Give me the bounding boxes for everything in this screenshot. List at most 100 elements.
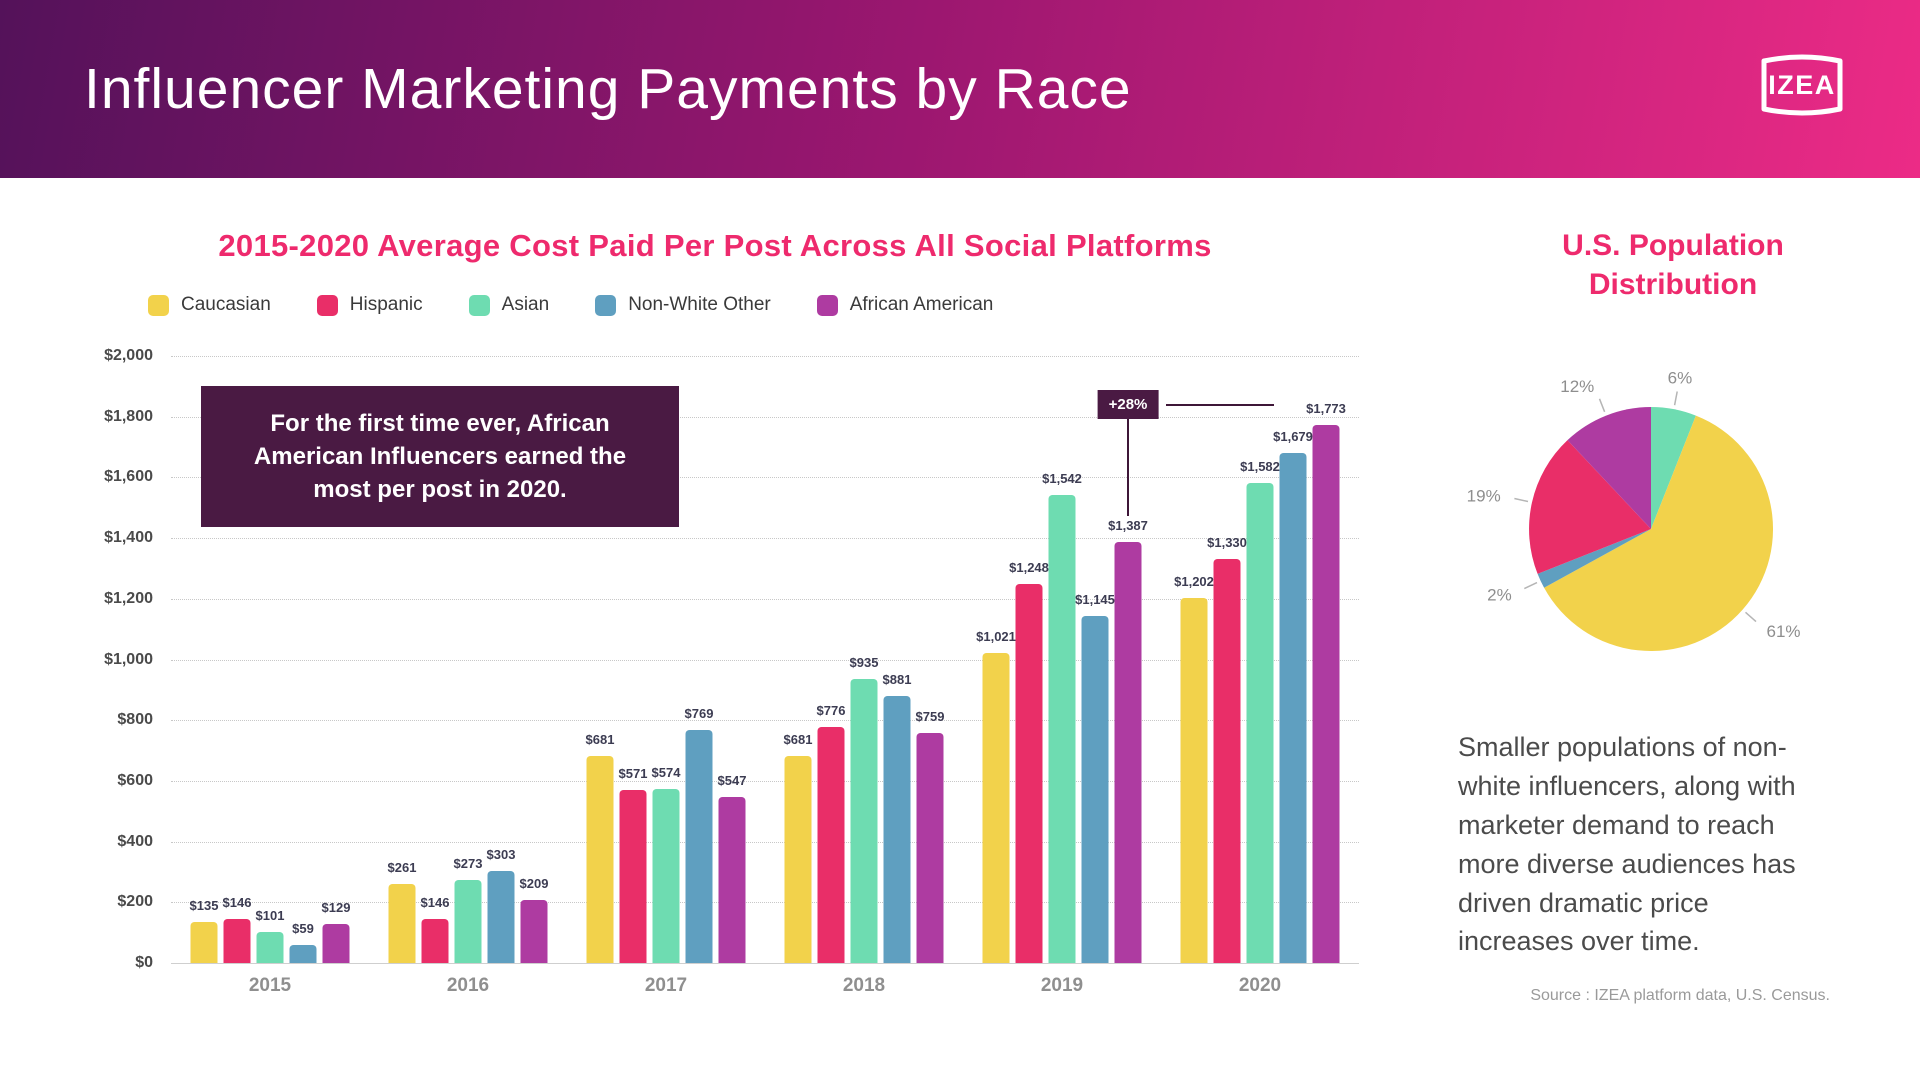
bar-hispanic-2015: $146 bbox=[223, 895, 251, 963]
pie-percentage-label: 6% bbox=[1668, 369, 1693, 388]
bar-group-2020: $1,202 $1,330 $1,582 $1,679 $1,773 bbox=[1174, 401, 1346, 963]
bar-group-2018: $681 $776 $935 $881 $759 bbox=[784, 655, 945, 963]
bar-asian-2017: $574 bbox=[652, 765, 680, 963]
gridline-2000 bbox=[171, 356, 1359, 357]
bar-asian-2018: $935 bbox=[850, 655, 878, 963]
pie-slice-non-white-other bbox=[1537, 529, 1651, 588]
gridline-1200 bbox=[171, 598, 1359, 600]
pie-leader-line bbox=[1523, 581, 1538, 590]
pie-slice-hispanic bbox=[1529, 440, 1651, 574]
x-axis-label-2017: 2017 bbox=[644, 975, 688, 996]
gridline-1600 bbox=[171, 477, 1359, 479]
y-axis-label: $2,000 bbox=[104, 347, 153, 364]
bar-value-label: $1,248 bbox=[1009, 560, 1049, 576]
legend-item-caucasian: Caucasian bbox=[148, 294, 271, 316]
y-axis-label: $1,800 bbox=[104, 407, 153, 425]
pie-leader-line bbox=[1673, 391, 1678, 406]
bar-value-label: $681 bbox=[783, 732, 813, 748]
pie-chart-title: U.S. Population Distribution bbox=[1562, 229, 1784, 301]
pie-leader-line bbox=[1745, 611, 1757, 623]
bar-value-label: $1,145 bbox=[1075, 591, 1115, 607]
bar-value-label: $1,773 bbox=[1306, 400, 1346, 416]
y-axis-label: $200 bbox=[117, 893, 153, 911]
bar-non-white-other-2020: $1,679 bbox=[1273, 429, 1313, 963]
bar-caucasian-2016: $261 bbox=[388, 860, 416, 963]
source-note: Source : IZEA platform data, U.S. Census… bbox=[1530, 987, 1830, 1005]
pie-slice-asian bbox=[1651, 407, 1696, 529]
legend-swatch-caucasian bbox=[148, 294, 169, 316]
bar-value-label: $574 bbox=[651, 764, 681, 780]
bar-value-label: $129 bbox=[321, 899, 351, 915]
header-banner: Influencer Marketing Payments by Race IZ… bbox=[0, 0, 1920, 178]
bar-african-american-2017: $547 bbox=[718, 773, 746, 963]
x-axis-label-2019: 2019 bbox=[1040, 975, 1084, 996]
bar-value-label: $1,542 bbox=[1042, 471, 1082, 487]
gridline-600 bbox=[171, 780, 1359, 782]
bar-value-label: $146 bbox=[420, 894, 450, 910]
legend-label: Hispanic bbox=[349, 294, 423, 315]
pie-slice-african-american bbox=[1567, 407, 1651, 529]
pie-percentage-label: 12% bbox=[1560, 377, 1594, 396]
gridline-200 bbox=[171, 902, 1359, 904]
pie-leader-line bbox=[1514, 497, 1529, 503]
bar-value-label: $759 bbox=[915, 708, 945, 724]
gridline-1000 bbox=[171, 659, 1359, 661]
bar-african-american-2015: $129 bbox=[322, 900, 350, 963]
pie-chart: 6% 61% 2% 19% 12% bbox=[1467, 369, 1801, 652]
legend-swatch-african-american bbox=[816, 294, 838, 316]
bar-asian-2020: $1,582 bbox=[1240, 459, 1280, 963]
bar-hispanic-2017: $571 bbox=[619, 766, 647, 963]
izea-logo: IZEA bbox=[1754, 47, 1850, 131]
gridline-1800 bbox=[171, 416, 1359, 418]
annotation-callout: For the first time ever, African America… bbox=[201, 386, 679, 528]
legend-label: Asian bbox=[501, 294, 550, 315]
legend-swatch-hispanic bbox=[316, 294, 338, 316]
bar-caucasian-2017: $681 bbox=[586, 732, 614, 963]
bar-value-label: $1,021 bbox=[976, 629, 1016, 645]
x-axis-label-2018: 2018 bbox=[842, 975, 886, 996]
bar-value-label: $261 bbox=[387, 859, 417, 875]
bar-hispanic-2016: $146 bbox=[421, 895, 449, 963]
bar-value-label: $681 bbox=[585, 732, 615, 748]
bar-non-white-other-2017: $769 bbox=[685, 706, 713, 963]
legend-swatch-non-white-other bbox=[595, 294, 617, 316]
y-axis-label: $1,600 bbox=[104, 468, 153, 486]
legend-swatch-asian bbox=[468, 294, 490, 316]
bar-value-label: $101 bbox=[255, 908, 285, 924]
callout-vline bbox=[1127, 419, 1129, 517]
bar-value-label: $1,387 bbox=[1108, 518, 1148, 534]
bar-group-2016: $261 $146 $273 $303 $209 bbox=[388, 847, 549, 963]
bar-hispanic-2019: $1,248 bbox=[1009, 560, 1049, 963]
bar-value-label: $1,202 bbox=[1174, 574, 1214, 590]
callout-hline bbox=[1166, 404, 1274, 406]
legend-label: Caucasian bbox=[181, 294, 271, 315]
page-title: Influencer Marketing Payments by Race bbox=[84, 57, 1132, 121]
bar-value-label: $59 bbox=[292, 921, 314, 937]
bar-non-white-other-2016: $303 bbox=[487, 847, 515, 963]
bar-caucasian-2018: $681 bbox=[784, 732, 812, 963]
y-axis-label: $400 bbox=[117, 832, 153, 850]
y-axis-label: $800 bbox=[117, 711, 153, 729]
pie-leader-line bbox=[1598, 398, 1606, 413]
y-axis-label: $1,400 bbox=[104, 529, 153, 547]
bar-value-label: $135 bbox=[189, 898, 219, 914]
bar-caucasian-2015: $135 bbox=[190, 898, 218, 963]
bar-value-label: $547 bbox=[717, 773, 747, 788]
bar-group-2015: $135 $146 $101 $59 $129 bbox=[190, 895, 350, 963]
bar-african-american-2019: $1,387 bbox=[1108, 518, 1148, 963]
bar-asian-2019: $1,542 bbox=[1042, 471, 1082, 963]
bar-value-label: $303 bbox=[486, 847, 516, 863]
bar-african-american-2020: $1,773 bbox=[1306, 401, 1346, 963]
bar-non-white-other-2019: $1,145 bbox=[1075, 592, 1115, 963]
bar-value-label: $146 bbox=[222, 894, 252, 910]
y-axis-label: $0 bbox=[135, 954, 153, 971]
bar-chart-section: 2015-2020 Average Cost Paid Per Post Acr… bbox=[0, 178, 1430, 996]
bar-non-white-other-2015: $59 bbox=[289, 921, 317, 963]
legend-label: African American bbox=[849, 294, 994, 315]
bar-value-label: $209 bbox=[519, 875, 549, 891]
legend-item-hispanic: Hispanic bbox=[316, 294, 423, 316]
gridline-1400 bbox=[171, 538, 1359, 540]
legend-item-asian: Asian bbox=[468, 294, 550, 316]
y-axis-label: $600 bbox=[117, 771, 153, 789]
bar-caucasian-2019: $1,021 bbox=[976, 629, 1016, 963]
